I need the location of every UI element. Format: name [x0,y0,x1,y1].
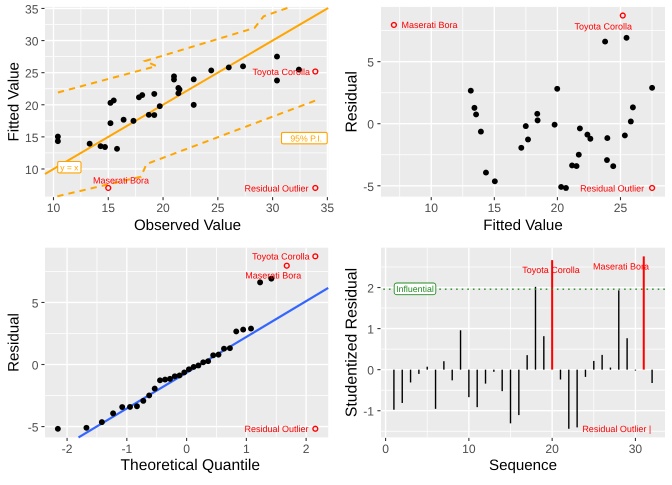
svg-text:0: 0 [32,359,39,373]
svg-text:15: 15 [25,131,39,145]
svg-text:Toyota Corolla: Toyota Corolla [252,252,310,262]
svg-text:-2: -2 [62,442,73,456]
svg-text:0: 0 [382,442,389,456]
svg-text:Residual: Residual [344,71,361,132]
svg-text:10: 10 [425,201,439,215]
svg-text:Toyota Corolla: Toyota Corolla [574,22,632,32]
svg-text:Residual: Residual [5,313,22,372]
svg-text:Maserati Bora: Maserati Bora [93,175,149,185]
svg-text:30: 30 [25,35,39,49]
svg-text:Toyota Corolla: Toyota Corolla [252,67,310,77]
svg-text:20: 20 [156,201,170,215]
svg-text:1: 1 [243,442,250,456]
svg-text:10: 10 [25,163,39,177]
svg-text:2: 2 [367,282,374,296]
svg-text:30: 30 [629,442,643,456]
svg-text:Studentized Residual: Studentized Residual [344,268,361,417]
svg-text:10: 10 [462,442,476,456]
svg-text:15: 15 [102,201,116,215]
svg-text:Maserati Bora: Maserati Bora [593,262,649,272]
svg-text:Fitted Value: Fitted Value [5,62,22,141]
svg-text:25: 25 [614,201,628,215]
svg-text:Sequence: Sequence [489,457,557,474]
svg-text:20: 20 [545,442,559,456]
svg-text:-1: -1 [121,442,132,456]
svg-text:15: 15 [488,201,502,215]
svg-text:Fitted Value: Fitted Value [483,217,562,234]
svg-text:-1: -1 [363,405,374,419]
svg-text:Toyota Corolla: Toyota Corolla [522,265,580,275]
svg-text:Observed Value: Observed Value [134,217,241,234]
svg-text:Residual Outlier: Residual Outlier [244,424,308,434]
svg-text:2: 2 [303,442,310,456]
svg-text:0: 0 [367,364,374,378]
svg-text:Residual Outlier: Residual Outlier [244,183,308,193]
svg-text:Maserati Bora: Maserati Bora [245,270,301,280]
svg-text:20: 20 [25,99,39,113]
svg-text:5: 5 [32,296,39,310]
svg-text:Maserati Bora: Maserati Bora [402,20,458,30]
svg-text:-5: -5 [363,180,374,194]
svg-text:y = x: y = x [60,163,79,173]
svg-text:20: 20 [551,201,565,215]
svg-text:Theoretical Quantile: Theoretical Quantile [121,457,261,474]
svg-text:-5: -5 [28,421,39,435]
svg-text:35: 35 [321,201,335,215]
svg-text:30: 30 [266,201,280,215]
svg-text:Residual Outlier: Residual Outlier [580,183,644,193]
svg-text:25: 25 [211,201,225,215]
svg-text:35: 35 [25,2,39,16]
svg-text:5: 5 [367,56,374,70]
svg-text:Influential: Influential [396,284,434,294]
svg-text:0: 0 [183,442,190,456]
svg-text:1: 1 [367,323,374,337]
svg-text:25: 25 [25,67,39,81]
svg-text:Residual Outlier |: Residual Outlier | [582,424,651,434]
svg-text:0: 0 [367,118,374,132]
svg-text:95% P.I.: 95% P.I. [290,133,322,143]
svg-text:10: 10 [47,201,61,215]
